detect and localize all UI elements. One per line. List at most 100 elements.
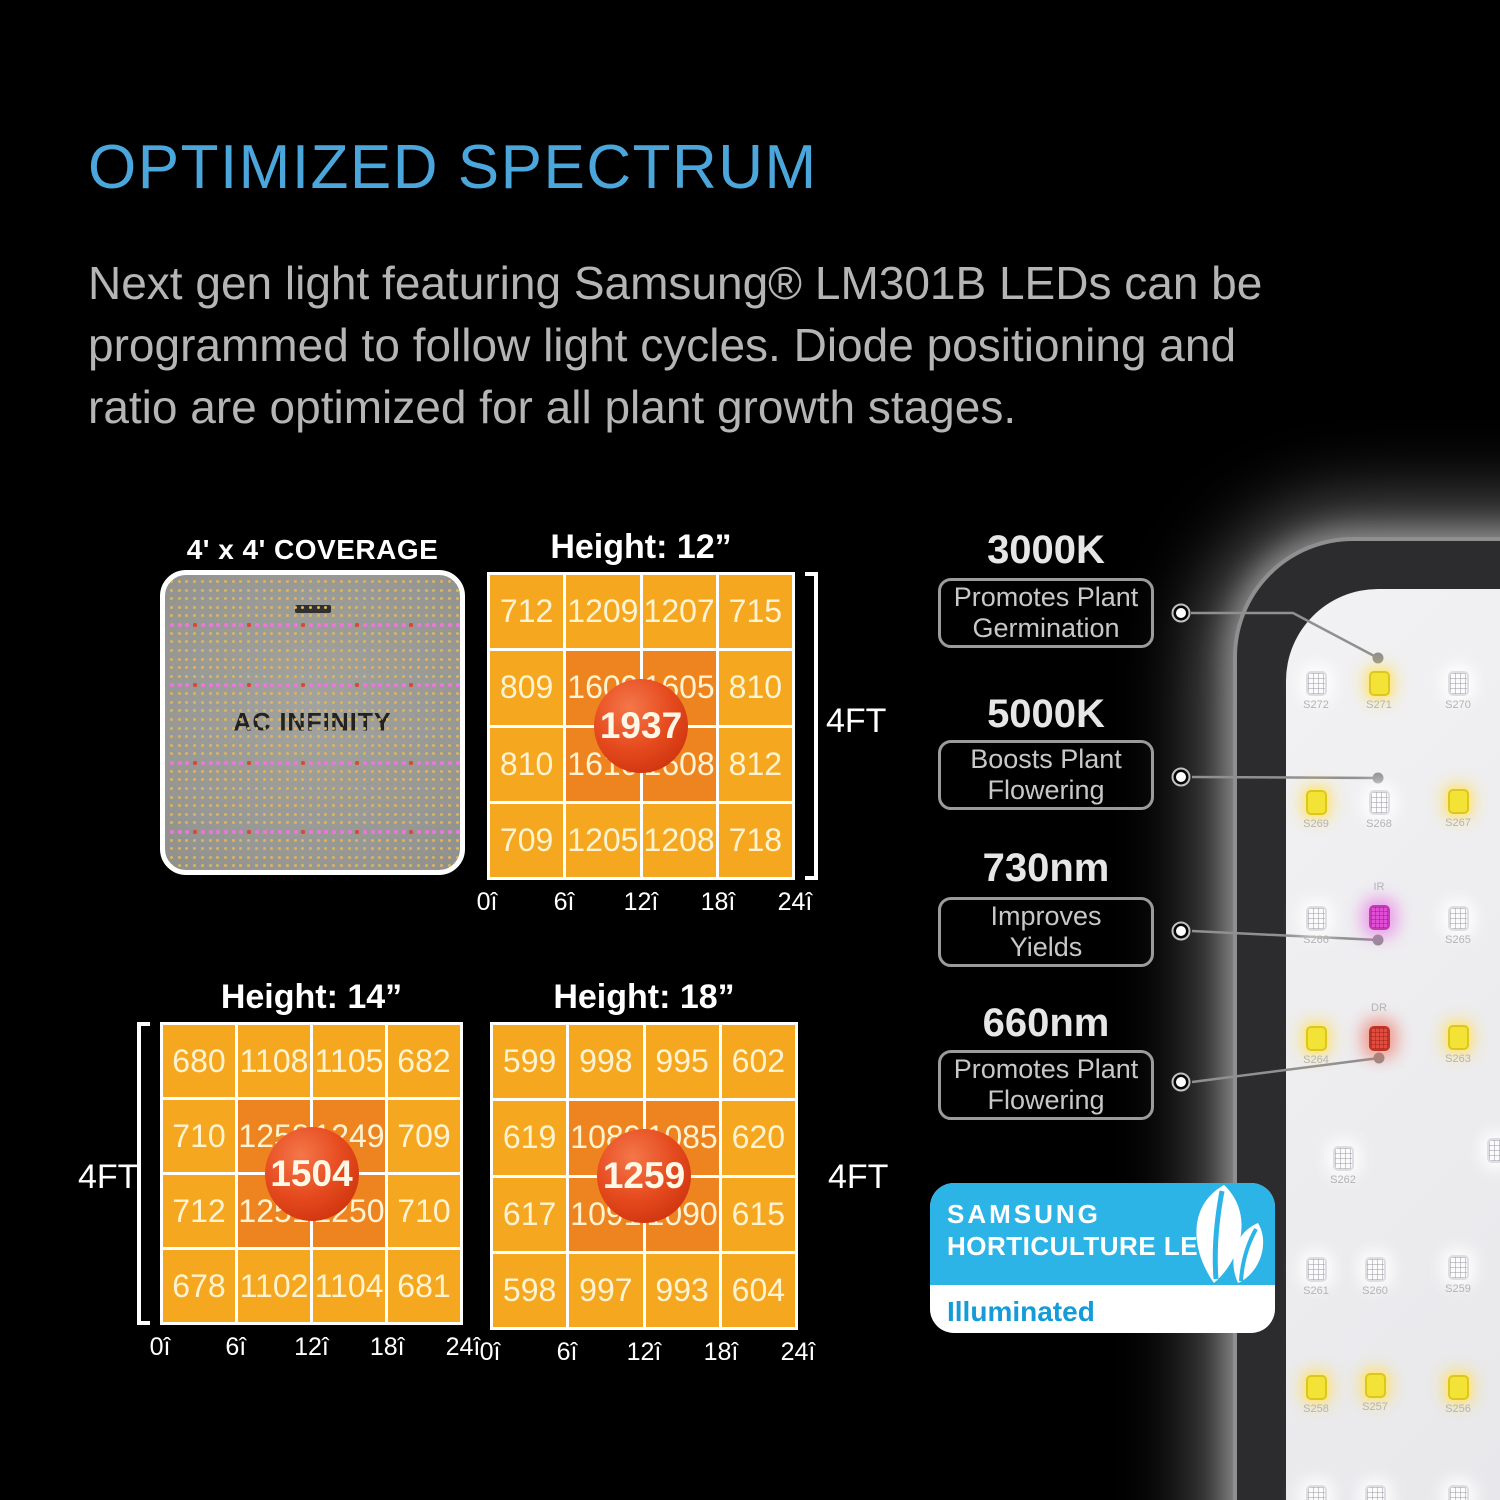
- led-chip-S257: [1364, 1372, 1386, 1398]
- ppfd-cell: 810: [718, 651, 792, 725]
- ppfd-grid-title: Height: 12”: [550, 528, 732, 566]
- connector-ring: [1171, 603, 1191, 1092]
- callout-box-730nm: Improves Yields: [938, 897, 1154, 967]
- callout-heading-660nm: 660nm: [982, 1001, 1110, 1045]
- led-chip-S259: [1447, 1254, 1469, 1280]
- ppfd-cell: 812: [718, 727, 792, 801]
- led-chip-S272: [1305, 670, 1327, 696]
- axis-tick-label: 6î: [556, 1338, 578, 1366]
- ppfd-cell: 681: [388, 1250, 460, 1322]
- callout-heading-3000k: 3000K: [987, 528, 1105, 572]
- leaf-icon: [1196, 1185, 1264, 1283]
- led-chip-S270: [1447, 670, 1469, 696]
- ppfd-cell: 712: [163, 1175, 235, 1247]
- led-chip-label: S272: [1303, 699, 1329, 711]
- axis-tick-label: 24î: [445, 1333, 481, 1361]
- axis-tick-label: 24î: [777, 888, 813, 916]
- led-chip-S264: [1305, 1025, 1327, 1051]
- axis-tick-label: 18î: [700, 888, 736, 916]
- ppfd-cell: 678: [163, 1250, 235, 1322]
- page-title: OPTIMIZED SPECTRUM: [88, 133, 818, 202]
- samsung-badge-top: SAMSUNG HORTICULTURE LED: [930, 1183, 1275, 1285]
- axis-tick-label: 24î: [780, 1338, 816, 1366]
- ppfd-cell: 619: [493, 1101, 567, 1175]
- callout-heading-730nm: 730nm: [982, 846, 1110, 890]
- led-chip-label: S266: [1303, 934, 1329, 946]
- led-chip-S268: [1368, 789, 1390, 815]
- led-chip-label: S262: [1330, 1174, 1356, 1186]
- axis-tick-label: 6î: [553, 888, 575, 916]
- ppfd-cell: 599: [493, 1025, 567, 1099]
- coverage-label: 4' x 4' COVERAGE: [186, 534, 439, 565]
- ppfd-cell: 1105: [313, 1025, 385, 1097]
- led-chip-label: S263: [1445, 1053, 1471, 1065]
- led-chip-edge-13: [1486, 1137, 1500, 1163]
- led-chip-label: S270: [1445, 699, 1471, 711]
- callout-text: Promotes Plant: [953, 582, 1139, 612]
- ppfd-cell: 997: [569, 1253, 643, 1327]
- ppfd-cell: 680: [163, 1025, 235, 1097]
- dimension-bracket: [137, 1022, 150, 1325]
- led-chip-S260: [1364, 1256, 1386, 1282]
- led-chip-label: S267: [1445, 817, 1471, 829]
- ppfd-cell: 709: [388, 1100, 460, 1172]
- ppfd-cell: 712: [490, 575, 564, 649]
- ppfd-cell: 617: [493, 1177, 567, 1251]
- callout-text: Germination: [972, 613, 1120, 643]
- ppfd-cell: 718: [718, 803, 792, 877]
- samsung-logo-text: SAMSUNG: [947, 1199, 1101, 1229]
- ppfd-center-hotspot: 1259: [597, 1129, 691, 1223]
- samsung-badge: SAMSUNG HORTICULTURE LED Illuminated: [930, 1183, 1275, 1333]
- led-chip-S266: [1305, 905, 1327, 931]
- intro-line: ratio are optimized for all plant growth…: [88, 381, 1017, 433]
- callout-text: Boosts Plant: [970, 744, 1122, 774]
- ft-dimension-label: 4FT: [826, 702, 887, 740]
- ppfd-cell: 710: [388, 1175, 460, 1247]
- axis-tick-label: 12î: [626, 1338, 662, 1366]
- ppfd-cell: 995: [645, 1025, 719, 1099]
- board-brand-text: AC INFINITY: [233, 708, 392, 736]
- ft-dimension-label: 4FT: [828, 1158, 889, 1196]
- axis-tick-label: 18î: [369, 1333, 405, 1361]
- led-chip-label: IR: [1373, 881, 1385, 893]
- led-chip-label: S268: [1366, 818, 1392, 830]
- led-chip-edge-22: [1447, 1484, 1469, 1500]
- ppfd-cell: 998: [569, 1025, 643, 1099]
- ppfd-cell: 809: [490, 651, 564, 725]
- axis-tick-label: 6î: [225, 1333, 247, 1361]
- led-chip-S263: [1447, 1024, 1469, 1050]
- led-chip-label: DR: [1371, 1002, 1387, 1014]
- led-chip-label: S271: [1366, 699, 1392, 711]
- led-chip-label: S259: [1445, 1283, 1471, 1295]
- ppfd-cell: 1207: [642, 575, 716, 649]
- ppfd-cell: 993: [645, 1253, 719, 1327]
- ppfd-cell: 810: [490, 727, 564, 801]
- ppfd-center-hotspot: 1504: [264, 1126, 359, 1221]
- ppfd-grid: 680 1108 1105 682 710 1258 1249 709 712 1251 1250 7…: [160, 1022, 463, 1325]
- led-chip-S261: [1305, 1256, 1327, 1282]
- led-chip-S265: [1447, 905, 1469, 931]
- ppfd-grid-title: Height: 18”: [553, 978, 735, 1016]
- axis-tick-label: 0î: [149, 1333, 171, 1361]
- axis-tick-label: 0î: [476, 888, 498, 916]
- ppfd-cell: 715: [718, 575, 792, 649]
- intro-line: Next gen light featuring Samsung® LM301B…: [88, 257, 1263, 309]
- ppfd-cell: 615: [721, 1177, 795, 1251]
- ppfd-cell: 1205: [566, 803, 640, 877]
- callout-box-3000k: Promotes Plant Germination: [938, 578, 1154, 648]
- axis-tick-label: 12î: [623, 888, 659, 916]
- dimension-bracket: [805, 572, 818, 880]
- led-chip-S269: [1305, 789, 1327, 815]
- led-chip-S262: [1332, 1145, 1354, 1171]
- led-coverage-board: AC INFINITY: [160, 570, 465, 875]
- led-chip-DR: [1368, 1025, 1390, 1051]
- ppfd-cell: 1104: [313, 1250, 385, 1322]
- led-chip-S267: [1447, 788, 1469, 814]
- callout-text: Promotes Plant: [953, 1054, 1139, 1084]
- ppfd-cell: 1208: [642, 803, 716, 877]
- ppfd-cell: 602: [721, 1025, 795, 1099]
- led-chip-label: S264: [1303, 1054, 1329, 1066]
- axis-tick-label: 18î: [703, 1338, 739, 1366]
- axis-tick-label: 12î: [294, 1333, 329, 1361]
